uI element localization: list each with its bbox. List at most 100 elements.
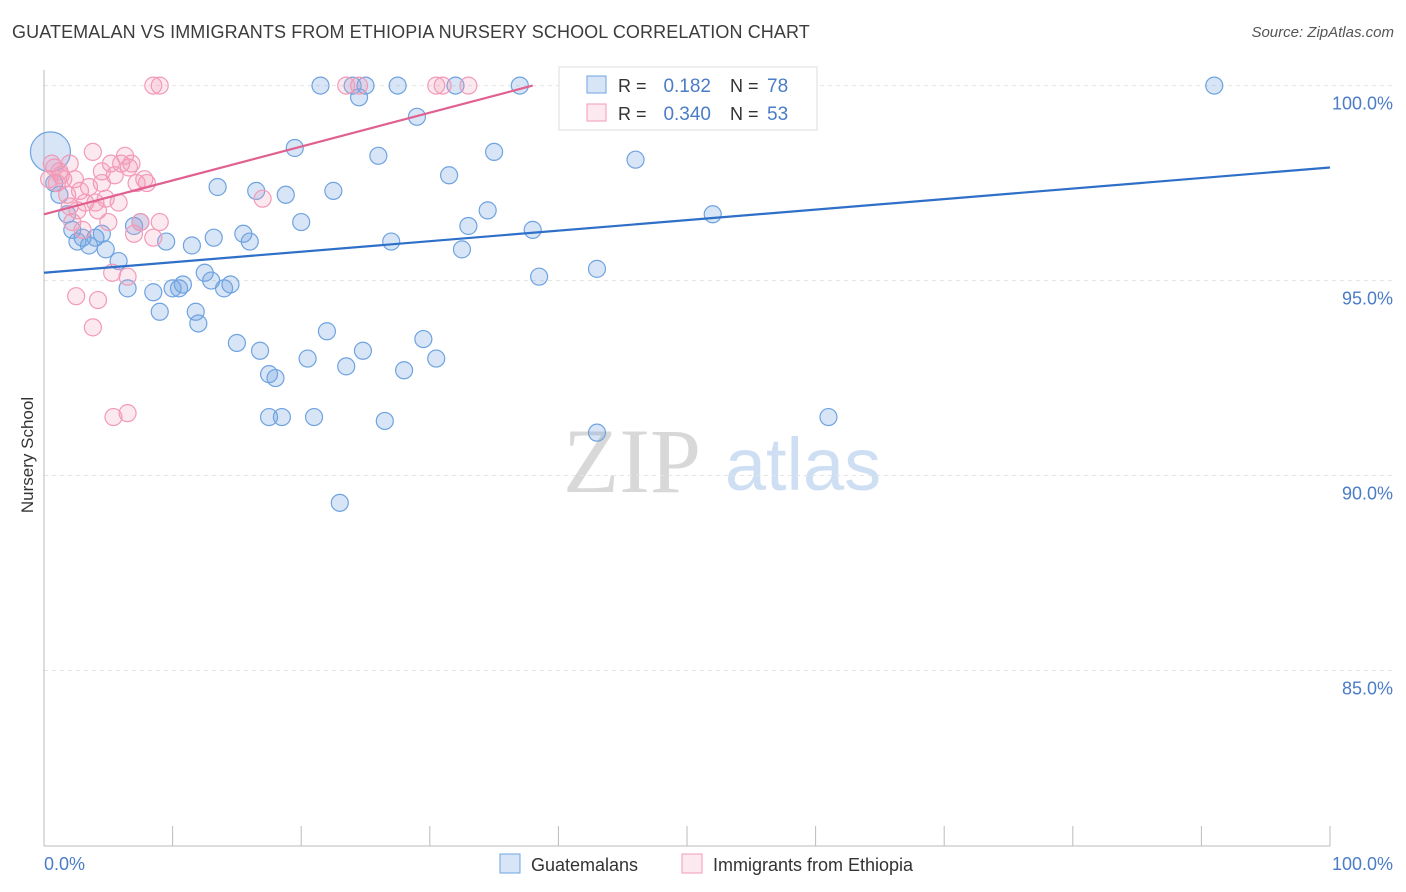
- ethiopia-point: [459, 76, 478, 95]
- ethiopia-point: [70, 181, 90, 200]
- guatemalan-point: [478, 201, 497, 220]
- ethiopia-point: [337, 76, 356, 95]
- guatemalan-point: [186, 302, 205, 321]
- y-tick-label: 90.0%: [1342, 484, 1393, 504]
- stats-r-value: 0.340: [663, 104, 711, 125]
- guatemalan-point: [703, 205, 722, 224]
- guatemalan-point: [369, 146, 388, 165]
- guatemalan-trend-line: [43, 166, 1331, 274]
- guatemalan-point: [298, 349, 317, 368]
- guatemalan-point: [150, 302, 169, 321]
- guatemalan-point: [459, 216, 478, 236]
- guatemalan-point: [1205, 76, 1224, 95]
- legend-swatch: [681, 853, 703, 874]
- guatemalan-point: [388, 76, 407, 95]
- stats-n-value: 78: [767, 76, 788, 97]
- ethiopia-point: [150, 212, 169, 232]
- guatemalan-point: [311, 76, 330, 95]
- guatemalan-point: [173, 275, 192, 294]
- guatemalan-point: [221, 275, 240, 294]
- guatemalan-point: [276, 185, 295, 204]
- guatemalan-point: [626, 150, 645, 169]
- stats-n-value: 53: [767, 104, 788, 125]
- ethiopia-point: [118, 404, 137, 423]
- stats-legend-swatch: [586, 103, 607, 122]
- guatemalan-point: [227, 333, 246, 353]
- ethiopia-point: [253, 189, 272, 208]
- guatemalan-point: [343, 76, 362, 95]
- guatemalan-point: [446, 76, 465, 95]
- guatemalan-point: [96, 240, 115, 259]
- ethiopia-trend-line: [43, 84, 533, 216]
- ethiopia-point: [433, 76, 452, 95]
- ethiopia-point: [124, 224, 144, 243]
- guatemalan-point: [266, 368, 285, 388]
- y-tick-label: 100.0%: [1332, 94, 1393, 114]
- ethiopia-point: [92, 173, 111, 193]
- ethiopia-point: [427, 76, 446, 95]
- ethiopia-point: [67, 287, 86, 306]
- guatemalan-point: [439, 166, 459, 185]
- guatemalan-point: [587, 259, 607, 278]
- ethiopia-point: [349, 76, 369, 95]
- guatemalan-point: [427, 349, 446, 368]
- ethiopia-point: [144, 76, 163, 95]
- ethiopia-point: [101, 154, 120, 173]
- stats-r-label: R =: [618, 104, 647, 124]
- guatemalan-point: [337, 357, 356, 376]
- stats-r-label: R =: [618, 76, 647, 96]
- guatemalan-point: [356, 76, 375, 95]
- legend-swatch: [499, 853, 521, 874]
- legend-label: Guatemalans: [531, 855, 638, 875]
- guatemalan-point: [452, 240, 472, 259]
- stats-n-label: N =: [730, 76, 759, 96]
- guatemalan-point: [530, 267, 549, 286]
- guatemalan-point: [324, 181, 343, 200]
- guatemalan-point: [485, 142, 504, 161]
- guatemalan-point: [414, 329, 433, 349]
- x-tick-label: 0.0%: [44, 854, 85, 874]
- stats-legend-swatch: [586, 75, 607, 94]
- ethiopia-point: [118, 267, 137, 286]
- ethiopia-point: [88, 290, 108, 310]
- legend-label: Immigrants from Ethiopia: [713, 855, 914, 875]
- ethiopia-point: [150, 76, 169, 95]
- guatemalan-point: [189, 314, 208, 333]
- chart-title: GUATEMALAN VS IMMIGRANTS FROM ETHIOPIA N…: [12, 22, 810, 42]
- guatemalan-point: [250, 341, 270, 360]
- ethiopia-point: [73, 220, 92, 239]
- y-tick-label: 95.0%: [1342, 289, 1393, 309]
- ethiopia-point: [122, 154, 141, 173]
- guatemalan-point: [587, 423, 607, 442]
- guatemalan-point: [382, 232, 401, 251]
- guatemalan-point: [182, 236, 201, 255]
- source-label: Source: ZipAtlas.com: [1251, 24, 1394, 41]
- guatemalan-point: [375, 411, 394, 431]
- guatemalan-point: [292, 212, 311, 232]
- guatemalan-point: [819, 407, 838, 427]
- stats-n-label: N =: [730, 104, 759, 124]
- ethiopia-point: [144, 228, 163, 247]
- guatemalan-point: [304, 407, 324, 427]
- guatemalan-point: [330, 493, 349, 512]
- guatemalan-point: [208, 177, 227, 197]
- stats-legend: R = 0.182 N = 78 R = 0.340 N = 53: [558, 66, 818, 131]
- watermark-atlas: atlas: [725, 423, 881, 506]
- guatemalan-point: [204, 228, 223, 247]
- watermark-zip: ZIP: [563, 410, 701, 512]
- y-tick-label: 85.0%: [1342, 679, 1393, 699]
- guatemalan-point: [240, 232, 259, 251]
- stats-legend-frame: [558, 66, 818, 131]
- guatemalan-point: [272, 407, 292, 427]
- guatemalan-point: [163, 279, 182, 298]
- ethiopia-point: [83, 142, 102, 161]
- x-tick-label: 100.0%: [1332, 854, 1393, 874]
- stats-r-value: 0.182: [663, 76, 711, 97]
- ethiopia-point: [83, 318, 102, 337]
- ethiopia-point: [104, 407, 123, 427]
- guatemalan-point: [144, 283, 163, 302]
- guatemalan-point: [353, 341, 373, 360]
- ethiopia-point: [131, 212, 150, 232]
- guatemalan-point: [317, 322, 337, 341]
